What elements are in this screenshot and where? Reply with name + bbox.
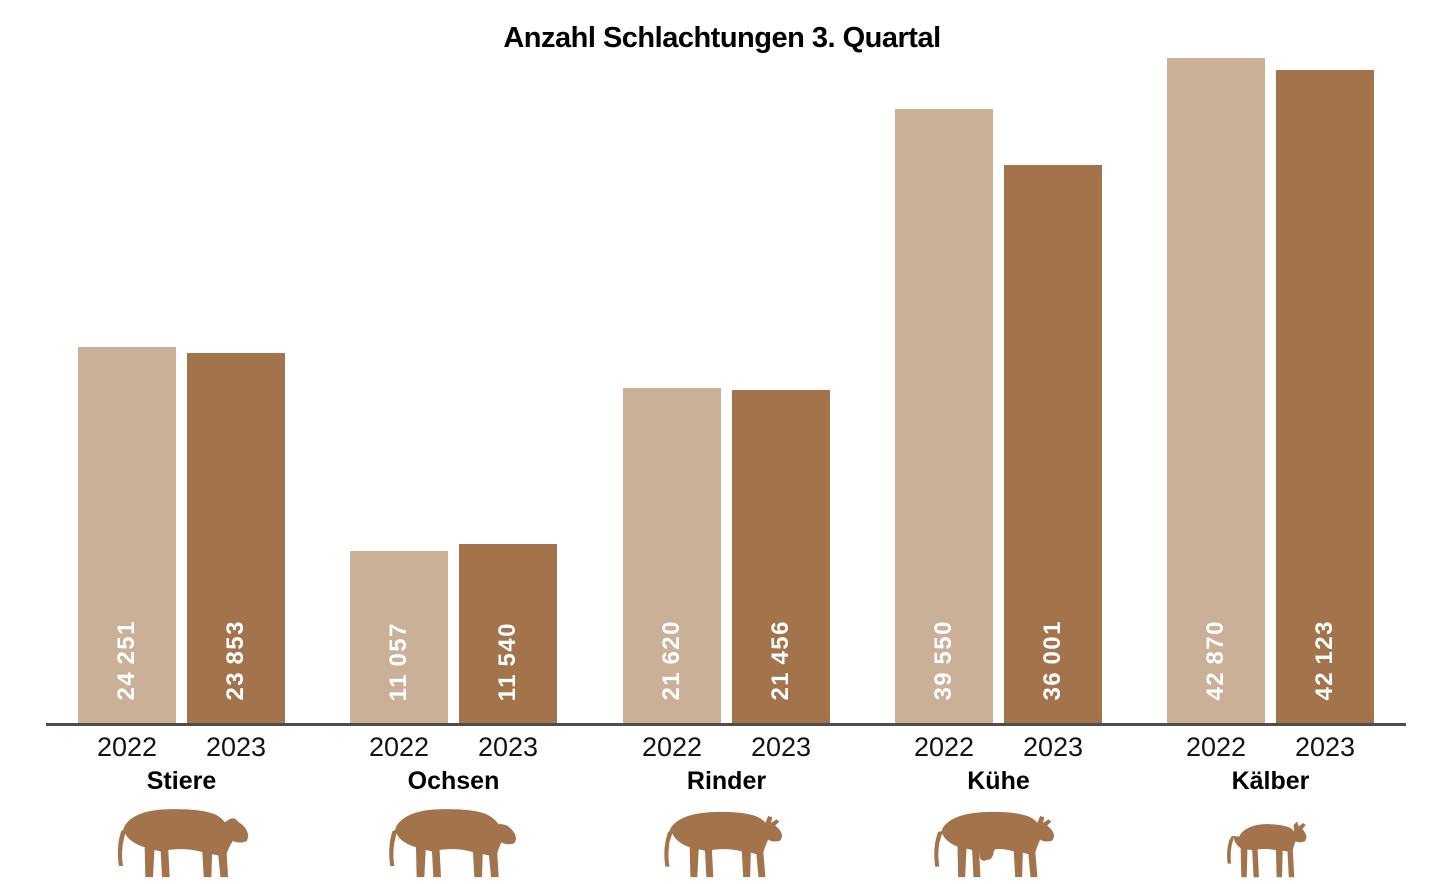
year-label-stiere-2023: 2023 — [205, 732, 267, 762]
bar-ochsen-2022: 11 057 — [350, 551, 448, 723]
category-block-kaelber: 2022 2023 Kälber — [1167, 726, 1374, 882]
category-label-kaelber: Kälber — [1231, 767, 1310, 795]
year-labels-kuehe: 2022 2023 — [895, 732, 1102, 763]
bar-rinder-2022: 21 620 — [623, 388, 721, 723]
bar-rinder-2023: 21 456 — [732, 390, 830, 723]
bull-icon — [117, 809, 249, 878]
icon-box-rinder — [657, 802, 796, 882]
category-block-rinder: 2022 2023 Rinder — [623, 726, 830, 882]
year-labels-ochsen: 2022 2023 — [350, 732, 557, 763]
bar-stiere-2023: 23 853 — [187, 353, 285, 723]
bar-ochsen-2023: 11 540 — [459, 544, 557, 723]
category-label-stiere: Stiere — [146, 767, 217, 795]
value-label-kuehe-2022: 39 550 — [930, 620, 957, 701]
value-label-ochsen-2023: 11 540 — [494, 621, 521, 701]
year-labels-rinder: 2022 2023 — [623, 732, 830, 763]
year-label-rinder-2022: 2022 — [641, 732, 703, 762]
category-block-kuehe: 2022 2023 Kühe — [895, 726, 1102, 882]
plot-area: 24 251 23 853 11 057 11 540 21 620 21 456 39 5… — [0, 58, 1444, 723]
icon-box-ochsen — [384, 802, 523, 882]
year-label-ochsen-2022: 2022 — [368, 732, 430, 762]
x-axis-line — [46, 723, 1406, 726]
year-label-kaelber-2023: 2023 — [1294, 732, 1356, 762]
bar-kaelber-2023: 42 123 — [1276, 70, 1374, 723]
icon-box-kaelber — [1223, 802, 1318, 882]
category-block-stiere: 2022 2023 Stiere — [78, 726, 285, 882]
value-label-rinder-2022: 21 620 — [658, 620, 685, 701]
year-label-rinder-2023: 2023 — [750, 732, 812, 762]
category-label-kuehe: Kühe — [967, 767, 1030, 795]
value-label-stiere-2023: 23 853 — [222, 620, 249, 701]
icon-box-stiere — [112, 802, 251, 882]
calf-icon — [1227, 821, 1307, 878]
value-label-kuehe-2023: 36 001 — [1039, 620, 1066, 701]
bar-group-ochsen: 11 057 11 540 — [350, 544, 557, 723]
bar-group-kaelber: 42 870 42 123 — [1167, 58, 1374, 723]
bar-kaelber-2022: 42 870 — [1167, 58, 1265, 723]
value-label-kaelber-2022: 42 870 — [1202, 620, 1229, 701]
bar-group-stiere: 24 251 23 853 — [78, 347, 285, 723]
year-label-ochsen-2023: 2023 — [477, 732, 539, 762]
year-label-kuehe-2023: 2023 — [1022, 732, 1084, 762]
year-label-kuehe-2022: 2022 — [913, 732, 975, 762]
category-label-rinder: Rinder — [686, 767, 767, 795]
category-axis: 2022 2023 Stiere 2022 2023 Ochsen 2022 2023 Rind… — [0, 726, 1444, 884]
year-labels-kaelber: 2022 2023 — [1167, 732, 1374, 763]
value-label-rinder-2023: 21 456 — [767, 620, 794, 701]
bar-kuehe-2022: 39 550 — [895, 109, 993, 723]
bar-group-kuehe: 39 550 36 001 — [895, 109, 1102, 723]
year-labels-stiere: 2022 2023 — [78, 732, 285, 763]
bar-kuehe-2023: 36 001 — [1004, 165, 1102, 723]
category-label-ochsen: Ochsen — [407, 767, 500, 795]
bar-group-rinder: 21 620 21 456 — [623, 388, 830, 723]
year-label-stiere-2022: 2022 — [96, 732, 158, 762]
value-label-kaelber-2023: 42 123 — [1311, 620, 1338, 701]
heifer-icon — [664, 811, 783, 878]
year-label-kaelber-2022: 2022 — [1185, 732, 1247, 762]
bar-stiere-2022: 24 251 — [78, 347, 176, 723]
value-label-stiere-2022: 24 251 — [113, 620, 140, 701]
value-label-ochsen-2022: 11 057 — [385, 621, 412, 701]
category-block-ochsen: 2022 2023 Ochsen — [350, 726, 557, 882]
cow-icon — [934, 811, 1055, 878]
ox-icon — [389, 809, 517, 878]
chart-title: Anzahl Schlachtungen 3. Quartal — [503, 22, 941, 54]
icon-box-kuehe — [929, 802, 1068, 882]
